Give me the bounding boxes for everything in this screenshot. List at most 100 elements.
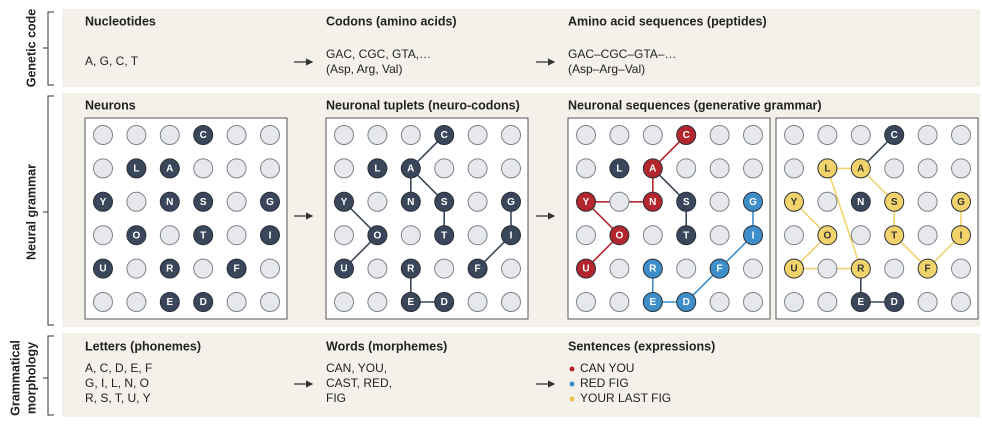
column-text: GAC, CGC, GTA,… bbox=[326, 47, 431, 61]
neuron-letter: U bbox=[582, 264, 589, 275]
sentence: YOUR LAST FIG bbox=[580, 391, 671, 405]
side-label: Genetic code bbox=[24, 9, 38, 88]
neuron-empty bbox=[334, 225, 354, 246]
neuron-empty bbox=[917, 292, 938, 312]
column-title: Sentences (expressions) bbox=[568, 339, 715, 353]
neuron-letter: D bbox=[683, 297, 690, 308]
neuron-letter: G bbox=[507, 197, 515, 208]
neuron-empty bbox=[260, 125, 280, 145]
neuron-letter: I bbox=[510, 230, 513, 241]
neuron-empty bbox=[501, 125, 521, 145]
neuron-empty bbox=[784, 158, 804, 179]
neuron-empty bbox=[743, 158, 763, 179]
neuron-letter: C bbox=[891, 130, 898, 141]
neuron-empty bbox=[260, 258, 280, 279]
neuron-letter: L bbox=[374, 164, 380, 175]
neuron-letter: A bbox=[166, 164, 173, 175]
column-text: GAC–CGC–GTA–… bbox=[568, 47, 676, 61]
neuron-empty bbox=[917, 125, 938, 145]
neuron-letter: C bbox=[441, 130, 448, 141]
neuron-letter: O bbox=[824, 230, 832, 241]
neuron-active bbox=[93, 258, 113, 279]
neuron-letter: Y bbox=[341, 197, 348, 208]
neuron-active bbox=[817, 225, 838, 246]
neuron-letter: L bbox=[616, 164, 622, 175]
column-text: A, C, D, E, F bbox=[85, 361, 152, 375]
neuron-active bbox=[850, 292, 871, 312]
neuron-letter: R bbox=[649, 264, 657, 275]
grid-panel bbox=[567, 117, 771, 320]
neuron-letter: I bbox=[269, 230, 272, 241]
neuron-empty bbox=[743, 125, 763, 145]
neuron-empty bbox=[576, 125, 596, 145]
column-title: Nucleotides bbox=[85, 14, 156, 28]
neuron-letter: F bbox=[234, 264, 240, 275]
neuron-active bbox=[260, 191, 280, 212]
grid-panel bbox=[775, 117, 979, 320]
neuron-empty bbox=[709, 292, 730, 312]
neuron-letter: R bbox=[407, 264, 415, 275]
neuron-empty bbox=[576, 158, 596, 179]
column-text: G, I, L, N, O bbox=[85, 376, 149, 390]
bracket bbox=[43, 11, 54, 86]
neuron-active bbox=[951, 191, 971, 212]
neuron-empty bbox=[609, 191, 630, 212]
side-label: morphology bbox=[24, 342, 38, 414]
neuron-empty bbox=[467, 125, 488, 145]
column-title: Amino acid sequences (peptides) bbox=[568, 14, 767, 28]
connection bbox=[826, 168, 862, 269]
bullet bbox=[569, 381, 575, 387]
neuron-active bbox=[334, 258, 354, 279]
neuron-letter: T bbox=[683, 230, 689, 241]
neuron-active bbox=[642, 158, 663, 179]
neuron-active bbox=[193, 125, 214, 145]
neuron-empty bbox=[609, 292, 630, 312]
neuron-letter: E bbox=[407, 297, 414, 308]
neuron-letter: G bbox=[266, 197, 274, 208]
neuron-empty bbox=[709, 158, 730, 179]
neuron-active bbox=[676, 225, 697, 246]
neuron-empty bbox=[609, 125, 630, 145]
neuron-empty bbox=[434, 258, 455, 279]
neuron-empty bbox=[400, 125, 421, 145]
neuron-letter: C bbox=[683, 130, 690, 141]
neuron-empty bbox=[226, 158, 247, 179]
neuron-letter: F bbox=[475, 264, 481, 275]
neuron-active bbox=[193, 225, 214, 246]
neuron-empty bbox=[93, 225, 113, 246]
neuron-active bbox=[642, 258, 663, 279]
neuron-active bbox=[609, 225, 630, 246]
neuron-active bbox=[501, 191, 521, 212]
neuron-empty bbox=[784, 225, 804, 246]
neuron-empty bbox=[884, 258, 905, 279]
neuron-empty bbox=[501, 292, 521, 312]
neuron-empty bbox=[93, 292, 113, 312]
neuron-letter: O bbox=[374, 230, 382, 241]
neuron-letter: A bbox=[857, 164, 864, 175]
neuron-empty bbox=[884, 158, 905, 179]
neuron-empty bbox=[126, 125, 147, 145]
neuron-active bbox=[676, 292, 697, 312]
column-title: Codons (amino acids) bbox=[326, 14, 457, 28]
neuron-active bbox=[501, 225, 521, 246]
neuron-letter: T bbox=[891, 230, 897, 241]
neuron-letter: E bbox=[649, 297, 656, 308]
column-text: (Asp–Arg–Val) bbox=[568, 62, 645, 76]
neuron-active bbox=[367, 225, 388, 246]
neuron-empty bbox=[226, 125, 247, 145]
neuron-letter: S bbox=[200, 197, 207, 208]
neuron-active bbox=[367, 158, 388, 179]
neuron-empty bbox=[159, 125, 180, 145]
neuron-empty bbox=[400, 225, 421, 246]
neuron-active bbox=[850, 258, 871, 279]
neuron-empty bbox=[709, 191, 730, 212]
neuron-letter: R bbox=[166, 264, 174, 275]
neuron-active bbox=[334, 191, 354, 212]
neuron-empty bbox=[93, 158, 113, 179]
neuron-active bbox=[576, 191, 596, 212]
neuron-letter: S bbox=[683, 197, 690, 208]
neuron-empty bbox=[126, 292, 147, 312]
bullet bbox=[569, 396, 575, 402]
neuron-empty bbox=[609, 258, 630, 279]
neuron-empty bbox=[784, 125, 804, 145]
